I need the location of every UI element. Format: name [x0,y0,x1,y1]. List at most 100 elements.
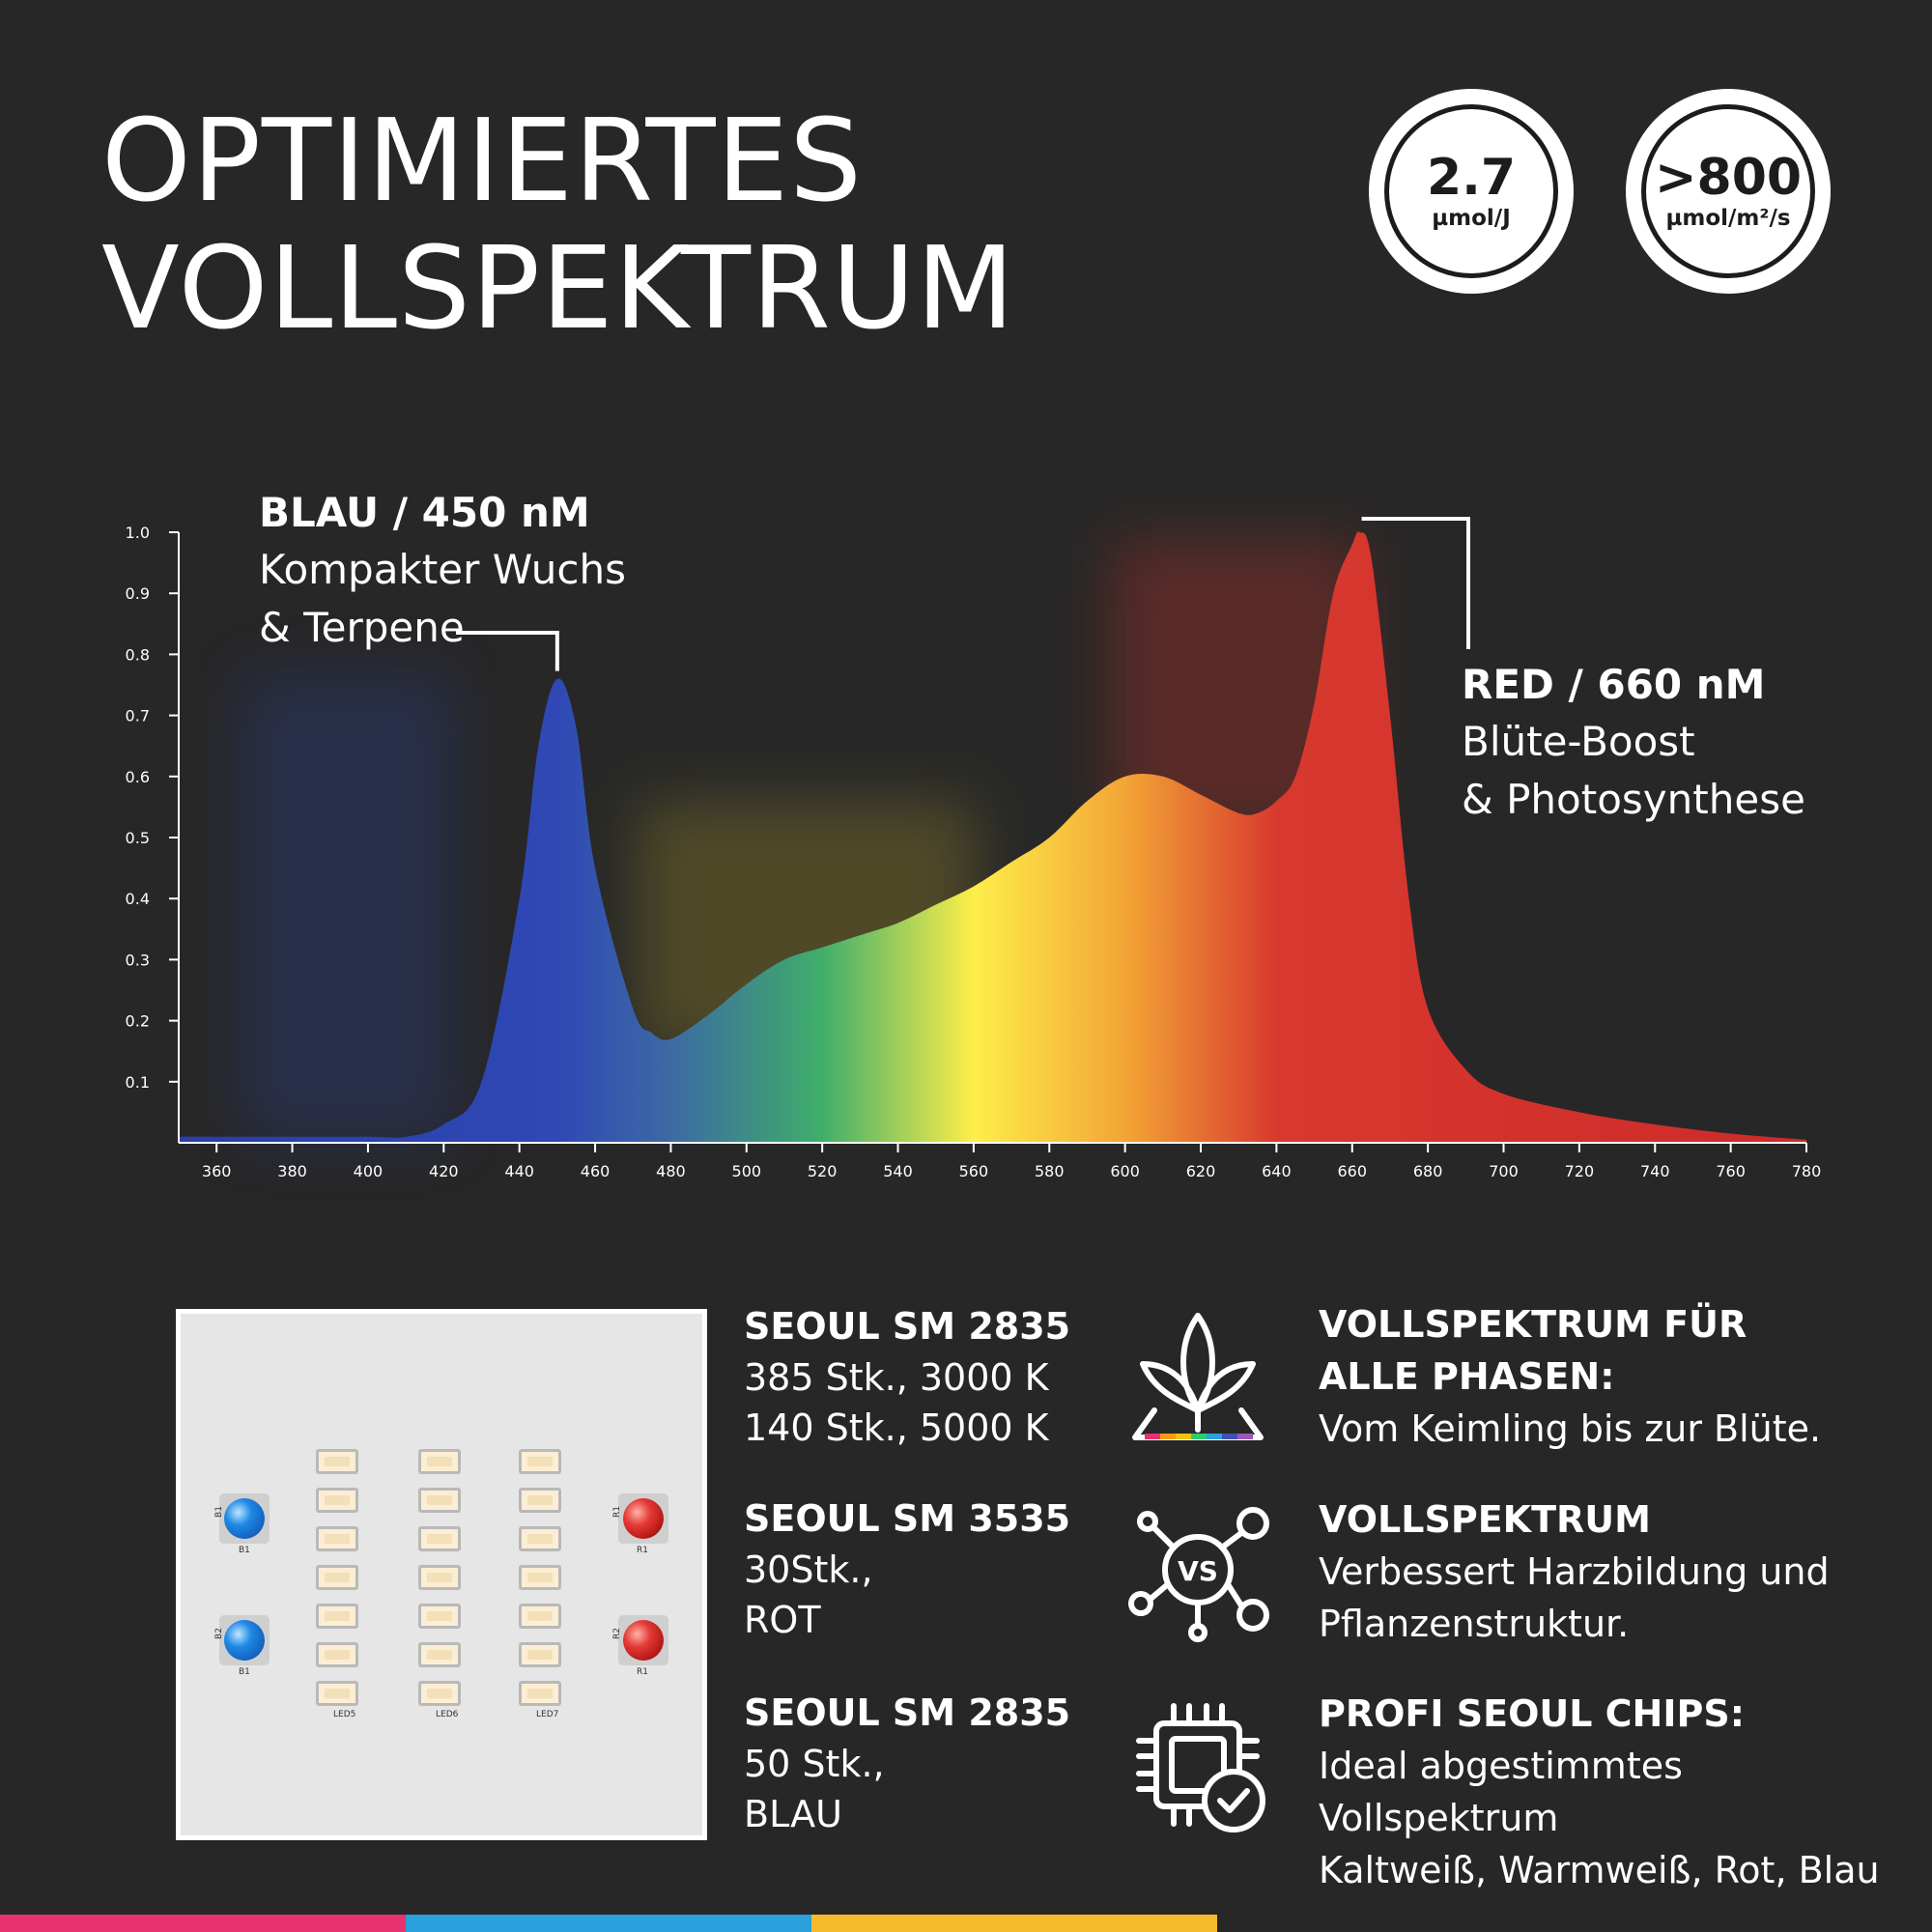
led-column-label-1: LED5 [333,1710,356,1719]
white-led-chip [418,1526,461,1551]
x-tick-label-560: 560 [959,1162,989,1180]
bottom-stripe-pink [0,1915,406,1932]
x-tick-label-380: 380 [277,1162,307,1180]
spec-block-1: SEOUL SM 2835 385 Stk., 3000 K 140 Stk.,… [744,1300,1070,1453]
efficiency-value: 2.7 [1426,149,1517,207]
spec-3-line2: BLAU [744,1793,842,1835]
blue-led-2-label: B2 [213,1628,224,1639]
molecule-vs-icon: VS [1128,1507,1269,1642]
white-led-chip [418,1488,461,1513]
page-title: OPTIMIERTES VOLLSPEKTRUM [101,97,1015,352]
y-tick-label-0.9: 0.9 [126,584,150,603]
white-led-chip [519,1488,561,1513]
white-led-chip [418,1681,461,1706]
x-tick-label-720: 720 [1565,1162,1595,1180]
bottom-stripe-blue [406,1915,811,1932]
x-tick-label-580: 580 [1035,1162,1065,1180]
red-callout: RED / 660 nM Blüte-Boost & Photosynthese [1462,657,1805,829]
efficiency-badge: 2.7 µmol/J [1369,89,1574,294]
red-led-1 [618,1493,668,1544]
feature-phases-heading-2: ALLE PHASEN: [1319,1355,1615,1398]
ppfd-badge: >800 µmol/m²/s [1626,89,1831,294]
blue-glow [242,676,454,1140]
feature-fullspectrum-heading: VOLLSPEKTRUM [1319,1498,1651,1541]
spec-2-heading: SEOUL SM 3535 [744,1497,1071,1540]
x-tick-label-400: 400 [354,1162,384,1180]
blue-peak-leader-line [456,631,559,671]
blue-led-2 [219,1615,270,1665]
spec-block-2: SEOUL SM 3535 30Stk., ROT [744,1492,1070,1645]
blue-led-2-sublabel: B1 [239,1667,250,1677]
efficiency-unit: µmol/J [1432,206,1511,231]
white-led-chip [316,1642,358,1667]
title-line-2: VOLLSPEKTRUM [101,221,1016,355]
feature-chips-text-2: Kaltweiß, Warmweiß, Rot, Blau [1319,1849,1880,1891]
x-tick-label-700: 700 [1489,1162,1519,1180]
blue-callout-line2: & Terpene [259,604,465,651]
x-tick-label-420: 420 [429,1162,459,1180]
red-peak-leader-line [1361,517,1470,649]
x-tick-label-460: 460 [581,1162,611,1180]
white-led-chip [418,1449,461,1474]
spec-3-heading: SEOUL SM 2835 [744,1691,1071,1734]
chart-axes: 360 380 400 420 440 460 480 500 520 540 560 580 600 6… [126,524,1822,1180]
led-column-label-2: LED6 [436,1710,459,1719]
white-led-chip [519,1449,561,1474]
feature-chips-text-1: Ideal abgestimmtes Vollspektrum [1319,1745,1683,1839]
white-led-chip [418,1642,461,1667]
ppfd-badge-ring: >800 µmol/m²/s [1641,104,1815,278]
y-tick-label-0.3: 0.3 [126,951,150,969]
x-tick-label-760: 760 [1716,1162,1746,1180]
white-led-chip [316,1488,358,1513]
led-board-photo: B1 B1 B2 B1 R1 R1 R2 R1 LED5 LED6 LED7 [176,1309,707,1840]
white-led-chip [418,1604,461,1629]
white-led-chip [519,1565,561,1590]
feature-fullspectrum-text-1: Verbessert Harzbildung und [1319,1550,1830,1593]
white-led-chip [418,1565,461,1590]
red-led-2-lens [623,1620,664,1661]
blue-callout: BLAU / 450 nM Kompakter Wuchs & Terpene [259,485,626,657]
x-tick-label-740: 740 [1640,1162,1670,1180]
feature-phases: VOLLSPEKTRUM FÜR ALLE PHASEN: Vom Keimli… [1319,1298,1821,1455]
y-tick-label-1.0: 1.0 [126,524,150,542]
x-tick-label-680: 680 [1413,1162,1443,1180]
ppfd-unit: µmol/m²/s [1665,206,1791,231]
white-led-chip [519,1642,561,1667]
white-led-chip [316,1604,358,1629]
y-tick-label-0.5: 0.5 [126,829,150,847]
red-led-1-lens [623,1498,664,1539]
feature-fullspectrum-text-2: Pflanzenstruktur. [1319,1603,1630,1645]
white-led-chip [519,1681,561,1706]
y-tick-label-0.6: 0.6 [126,768,150,786]
red-led-1-sublabel: R1 [637,1546,648,1555]
feature-fullspectrum: VOLLSPEKTRUM Verbessert Harzbildung und … [1319,1493,1830,1650]
ppfd-value: >800 [1654,149,1803,207]
red-led-2-label: R2 [611,1628,622,1639]
blue-callout-line1: Kompakter Wuchs [259,546,626,593]
x-tick-label-440: 440 [504,1162,534,1180]
white-led-chip [316,1449,358,1474]
x-tick-label-360: 360 [202,1162,232,1180]
y-tick-label-0.4: 0.4 [126,890,150,908]
x-tick-label-600: 600 [1110,1162,1140,1180]
blue-callout-heading: BLAU / 450 nM [259,489,590,536]
feature-chips: PROFI SEOUL CHIPS: Ideal abgestimmtes Vo… [1319,1688,1932,1896]
spec-2-line2: ROT [744,1599,821,1641]
blue-led-1-label: B1 [213,1506,224,1518]
chart-annotations [456,517,1470,671]
red-led-2 [618,1615,668,1665]
spec-2-line1: 30Stk., [744,1548,873,1591]
spec-3-line1: 50 Stk., [744,1743,885,1785]
y-tick-label-0.7: 0.7 [126,707,150,725]
plant-icon [1132,1313,1264,1440]
spec-1-line2: 140 Stk., 5000 K [744,1406,1049,1449]
y-tick-label-0.8: 0.8 [126,645,150,664]
bottom-stripe-yellow [811,1915,1217,1932]
spec-1-heading: SEOUL SM 2835 [744,1305,1071,1348]
x-tick-label-540: 540 [883,1162,913,1180]
feature-phases-heading-1: VOLLSPEKTRUM FÜR [1319,1303,1747,1346]
spectrum-curve [179,531,1806,1143]
feature-chips-heading: PROFI SEOUL CHIPS: [1319,1692,1745,1735]
white-led-chip [519,1526,561,1551]
red-led-2-sublabel: R1 [637,1667,648,1677]
